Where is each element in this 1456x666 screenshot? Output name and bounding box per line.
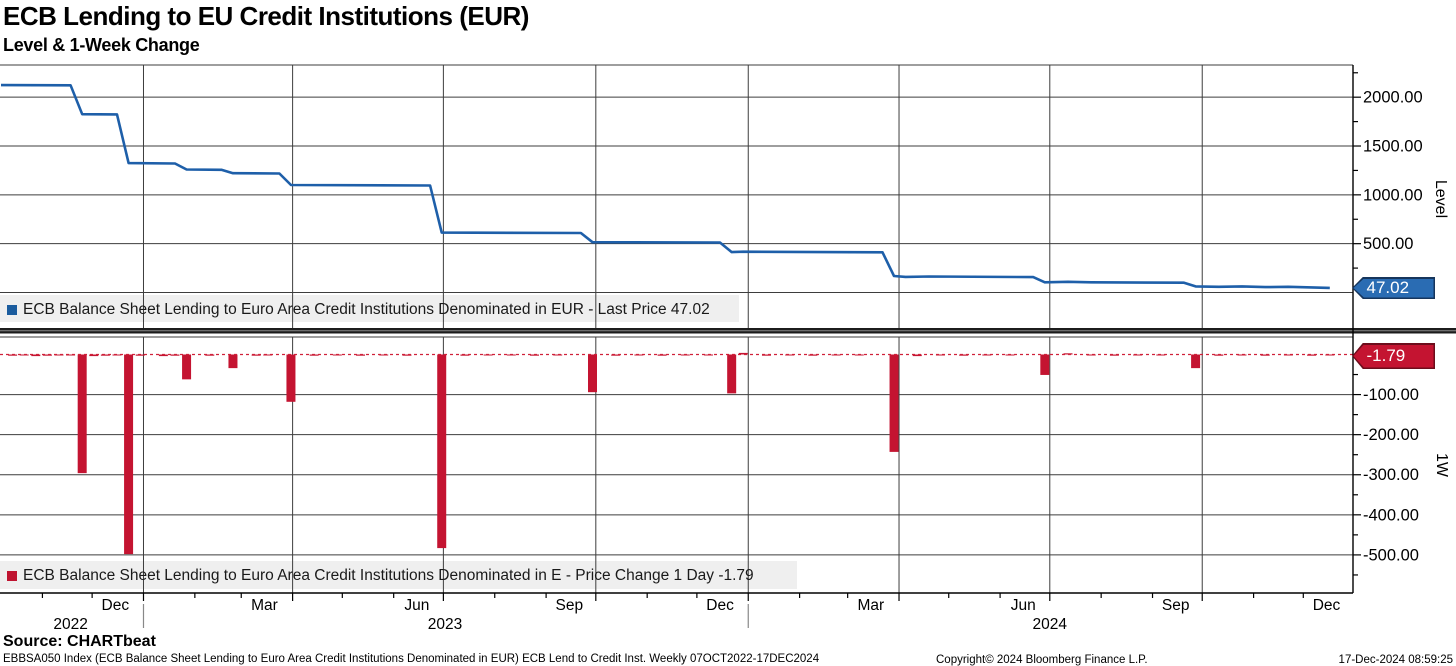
change-last-value: -1.79 xyxy=(1366,346,1406,365)
svg-text:1500.00: 1500.00 xyxy=(1363,138,1423,156)
svg-text:2022: 2022 xyxy=(53,616,87,633)
svg-text:Mar: Mar xyxy=(251,597,278,614)
svg-text:Dec: Dec xyxy=(706,597,734,614)
svg-text:-400.00: -400.00 xyxy=(1363,506,1419,524)
svg-text:Mar: Mar xyxy=(858,597,885,614)
svg-text:Dec: Dec xyxy=(102,597,130,614)
level-last-price-badge[interactable]: 47.02 xyxy=(1352,277,1435,299)
level-series-swatch-icon xyxy=(7,305,17,315)
legend-level[interactable]: ECB Balance Sheet Lending to Euro Area C… xyxy=(7,301,710,319)
x-axis-ticks xyxy=(41,593,1304,601)
x-axis-labels: Dec Mar Jun Sep Dec Mar Jun Sep Dec 2022 2023 2024 xyxy=(53,597,1340,633)
change-badge-body: -1.79 xyxy=(1353,344,1434,368)
horizontal-gridlines xyxy=(0,64,1353,556)
page-subtitle: Level & 1-Week Change xyxy=(3,35,200,55)
legend-change[interactable]: ECB Balance Sheet Lending to Euro Area C… xyxy=(7,567,754,585)
change-last-value-badge[interactable]: -1.79 xyxy=(1352,343,1435,369)
level-last-price-value: 47.02 xyxy=(1366,278,1410,298)
svg-text:1000.00: 1000.00 xyxy=(1363,186,1423,204)
source-text: Source: CHARTbeat xyxy=(3,633,156,650)
legend-level-label: ECB Balance Sheet Lending to Euro Area C… xyxy=(23,301,710,318)
svg-text:Dec: Dec xyxy=(1313,597,1341,614)
page-title: ECB Lending to EU Credit Institutions (E… xyxy=(3,1,529,31)
change-series-swatch-icon xyxy=(7,571,17,581)
svg-text:Jun: Jun xyxy=(1011,597,1036,614)
level-badge-body: 47.02 xyxy=(1353,278,1434,298)
index-description: EBBSA050 Index (ECB Balance Sheet Lendin… xyxy=(3,653,820,665)
svg-text:2023: 2023 xyxy=(428,616,462,633)
1w-axis-label: 1W xyxy=(1433,453,1450,477)
right-axis-ticks: 2000.00 1500.00 1000.00 500.00 -100.00 -200.0… xyxy=(1353,72,1423,576)
vertical-gridlines xyxy=(142,65,1203,593)
level-line xyxy=(0,83,1330,290)
legend-strips xyxy=(0,295,797,589)
level-axis-label: Level xyxy=(1432,179,1450,219)
timestamp-text: 17-Dec-2024 08:59:25 xyxy=(1338,654,1453,666)
svg-text:-200.00: -200.00 xyxy=(1363,426,1419,444)
legend-change-label: ECB Balance Sheet Lending to Euro Area C… xyxy=(23,567,754,584)
svg-text:Sep: Sep xyxy=(556,597,584,614)
axes xyxy=(0,65,1354,594)
svg-text:2000.00: 2000.00 xyxy=(1363,89,1423,107)
svg-text:-300.00: -300.00 xyxy=(1363,466,1419,484)
panel-divider xyxy=(0,328,1456,334)
svg-text:-100.00: -100.00 xyxy=(1363,386,1419,404)
svg-text:Sep: Sep xyxy=(1162,597,1190,614)
svg-text:Jun: Jun xyxy=(404,597,429,614)
svg-text:500.00: 500.00 xyxy=(1363,235,1413,253)
copyright-text: Copyright© 2024 Bloomberg Finance L.P. xyxy=(936,654,1148,666)
svg-text:-500.00: -500.00 xyxy=(1363,546,1419,564)
change-bars xyxy=(8,352,1335,555)
svg-text:2024: 2024 xyxy=(1033,616,1068,633)
